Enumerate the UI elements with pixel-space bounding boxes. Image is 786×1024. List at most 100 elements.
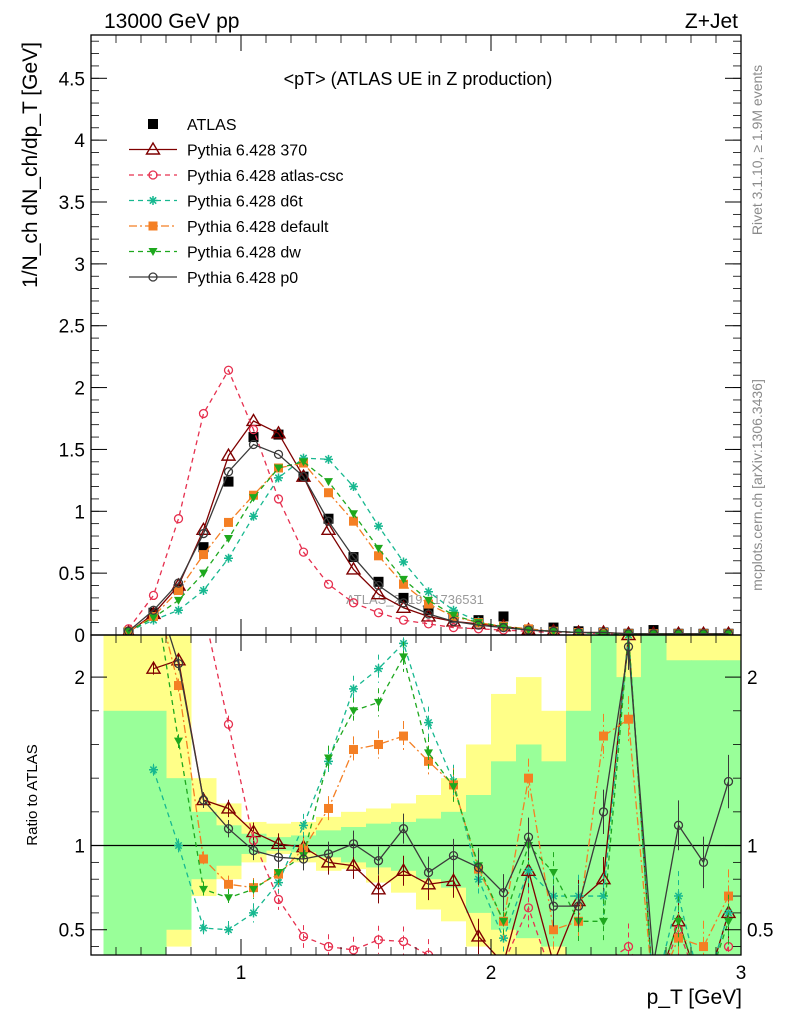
main-series-line [127, 368, 729, 635]
main-y-tick-label: 3.5 [59, 193, 85, 214]
ratio-point [449, 783, 458, 792]
ratio-series-line [152, 635, 730, 955]
ratio-point [174, 681, 183, 691]
ratio-point [624, 714, 633, 724]
legend-marker [145, 141, 161, 155]
legend-label: Pythia 6.428 370 [187, 143, 307, 160]
main-series-point [224, 553, 233, 563]
main-series-point [349, 482, 358, 492]
legend-marker [148, 221, 158, 231]
x-tick-label: 1 [236, 963, 247, 984]
ratio-point [374, 739, 383, 749]
mcplots-label: mcplots.cern.ch [arXiv:1306.3436] [749, 379, 765, 591]
ratio-point [173, 658, 184, 669]
main-series-point [199, 585, 208, 595]
ratio-point [524, 866, 533, 876]
main-series-point [648, 629, 659, 635]
main-y-tick-label: 2.5 [59, 317, 85, 338]
main-series-point [224, 535, 233, 544]
main-series-point [573, 627, 584, 635]
main-series-point [323, 516, 334, 526]
main-series-point [198, 528, 209, 539]
ratio-bands [103, 635, 741, 955]
main-series-point [248, 439, 259, 450]
main-series-point [398, 615, 409, 625]
ratio-y-tick-label: 0.5 [59, 921, 85, 942]
main-y-tick-label: 4.5 [59, 69, 85, 90]
legend-label: Pythia 6.428 atlas-csc [187, 168, 344, 185]
ratio-series-line [160, 635, 730, 955]
ratio-point [324, 754, 333, 763]
ratio-y-axis-label: Ratio to ATLAS [24, 744, 41, 845]
legend-label: Pythia 6.428 dw [187, 245, 301, 262]
main-series-point [374, 551, 383, 561]
legend-label: Pythia 6.428 d6t [187, 194, 303, 211]
ratio-point [273, 852, 284, 862]
legend-marker [148, 119, 158, 129]
ratio-point [223, 719, 234, 729]
main-lines [122, 365, 734, 635]
ratio-point [174, 841, 183, 851]
ratio-point [320, 854, 337, 868]
ratio-point [199, 885, 208, 894]
main-series-point [174, 596, 183, 605]
ratio-point [349, 684, 358, 694]
main-series-point [273, 449, 284, 460]
main-series-point [723, 629, 734, 635]
atlas-data-point [198, 542, 209, 553]
ratio-point [273, 894, 284, 905]
ratio-point [274, 868, 283, 877]
main-series-point [220, 447, 237, 461]
main-series-point [274, 473, 283, 483]
ratio-point [573, 901, 584, 911]
ratio-point [424, 749, 433, 758]
ratio-y-tick-label: 1 [747, 837, 758, 858]
x-tick-label: 2 [486, 963, 497, 984]
ratio-point [323, 849, 334, 859]
main-series-point [548, 626, 559, 635]
ratio-point [498, 888, 509, 898]
main-series-point [449, 611, 458, 620]
main-series-point [174, 585, 183, 595]
main-series-point [673, 629, 684, 635]
process-label: Z+Jet [685, 10, 738, 33]
ratio-point [549, 868, 558, 877]
ratio-point [623, 941, 634, 952]
main-series-point [623, 629, 634, 635]
ratio-band-green-bin [641, 635, 667, 955]
ratio-point [149, 765, 158, 775]
main-series-point [174, 605, 183, 615]
axes: 00.511.522.533.544.51 2 30.5 0.51 12 2 [59, 34, 773, 984]
main-series-point [698, 629, 709, 635]
main-series-point [123, 626, 134, 635]
ratio-point [423, 867, 434, 878]
x-axis-label: p_T [GeV] [647, 986, 742, 1009]
ratio-band-green-bin [141, 710, 167, 955]
main-y-axis-label: 1/N_ch dN_ch/dp_T [GeV] [19, 42, 42, 288]
ratio-point [223, 824, 234, 834]
main-series-point [198, 408, 209, 419]
ratio-point [723, 776, 734, 787]
ratio-point [499, 917, 508, 926]
main-y-tick-label: 3 [74, 255, 85, 276]
atlas-data-point [323, 513, 334, 524]
main-series-point [224, 517, 233, 527]
ratio-point [174, 737, 183, 746]
main-series-point [149, 614, 158, 623]
legend-marker [148, 170, 158, 180]
ratio-point [349, 707, 358, 716]
legend: ATLAS Pythia 6.428 370 Pythia 6.428 atlas-… [129, 117, 344, 287]
ratio-point [199, 854, 208, 864]
ratio-point [299, 820, 308, 830]
ratio-point [224, 879, 233, 889]
energy-label: 13000 GeV pp [104, 10, 239, 33]
main-series-point [449, 605, 458, 615]
watermark: ATLAS_2019_I1736531 [346, 592, 484, 607]
ratio-point [599, 917, 608, 926]
main-series-point [223, 365, 234, 375]
ratio-point [198, 795, 209, 805]
ratio-point [398, 936, 409, 947]
main-series-point [298, 547, 309, 557]
ratio-point [374, 698, 383, 707]
main-y-tick-label: 1.5 [59, 440, 85, 461]
